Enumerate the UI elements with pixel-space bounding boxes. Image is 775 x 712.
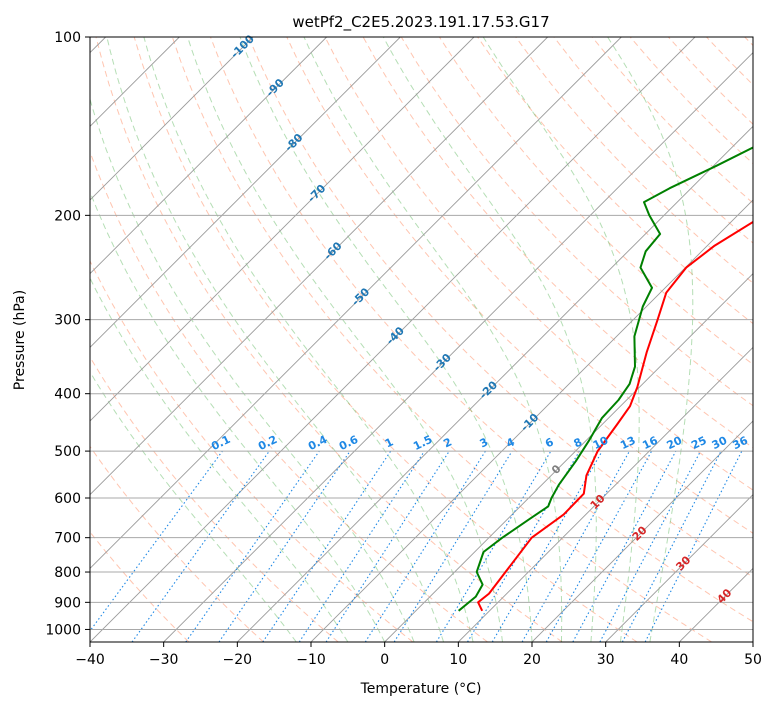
mixing-ratio-label: 30 (710, 434, 730, 453)
plot-frame (90, 37, 753, 642)
y-tick-label: 200 (54, 208, 81, 224)
dry-adiabat-line (20, 37, 413, 642)
dry-adiabat-line (0, 37, 189, 642)
isotherm-label: 0 (549, 462, 564, 477)
x-tick-label: −40 (75, 652, 105, 668)
isotherm-line (753, 37, 775, 642)
mixing-ratio-label: 25 (689, 434, 708, 452)
mixing-ratio-line (299, 451, 424, 642)
mixing-ratio-label: 0.1 (209, 433, 232, 453)
isotherm-line (458, 37, 775, 642)
mixing-ratio-label: 0.6 (337, 433, 361, 453)
isotherm-label: -20 (477, 378, 500, 401)
moist-adiabat-line (144, 37, 473, 642)
y-tick-label: 400 (54, 387, 81, 403)
profile-lines (459, 37, 775, 611)
dry-adiabat-line (668, 37, 775, 642)
dry-adiabat-line (745, 37, 775, 642)
x-axis-label: Temperature (°C) (360, 681, 482, 697)
isotherm-label: -80 (282, 131, 305, 154)
y-tick-label: 600 (54, 491, 81, 507)
moist-adiabat-line (17, 37, 348, 642)
x-tick-label: −30 (149, 652, 179, 668)
mixing-ratio-label: 1.5 (411, 433, 434, 453)
moist-adiabat-line (304, 37, 562, 642)
x-tick-label: 30 (597, 652, 615, 668)
mixing-ratio-line (365, 451, 485, 642)
mixing-ratio-label: 6 (543, 435, 556, 450)
y-axis-label: Pressure (hPa) (12, 290, 28, 390)
dry-adiabat-line (0, 37, 338, 642)
mixing-ratio-label: 16 (640, 434, 660, 453)
isotherm-line (0, 37, 327, 642)
mixing-ratio-label: 36 (731, 434, 751, 453)
mixing-ratio-line (573, 451, 676, 642)
y-tick-label: 1000 (45, 622, 81, 638)
isotherm-label: -70 (305, 182, 328, 205)
x-tick-label: 10 (449, 652, 467, 668)
mixing-ratio-label: 0.2 (256, 433, 279, 453)
isotherm-line (164, 37, 769, 642)
isotherm-line (0, 37, 548, 642)
y-tick-label: 100 (54, 30, 81, 46)
dry-adiabat-line (211, 37, 775, 642)
isotherm-label: 30 (673, 553, 693, 573)
y-tick-label: 500 (54, 444, 81, 460)
isotherm-line (0, 37, 400, 642)
x-tick-label: −10 (296, 652, 326, 668)
mixing-ratio-line (219, 451, 350, 642)
isotherm-line (385, 37, 775, 642)
x-tick-label: 0 (380, 652, 389, 668)
profile-line (459, 37, 775, 611)
mixing-ratio-line (82, 451, 223, 642)
y-tick-label: 900 (54, 595, 81, 611)
dry-adiabat-line (554, 37, 775, 642)
isotherm-line (237, 37, 775, 642)
isotherm-line (0, 37, 253, 642)
chart-title: wetPf2_C2E5.2023.191.17.53.G17 (292, 13, 549, 32)
mixing-ratio-label: 13 (618, 434, 637, 452)
isotherm-label: -90 (263, 76, 286, 99)
y-tick-label: 300 (54, 313, 81, 329)
mixing-ratio-label: 8 (572, 435, 585, 450)
isotherm-label: -50 (349, 285, 372, 308)
x-tick-label: 40 (670, 652, 688, 668)
mixing-ratio-line (600, 451, 701, 642)
x-tick-label: 20 (523, 652, 541, 668)
x-tick-label: 50 (744, 652, 762, 668)
moist-adiabat-line (383, 37, 596, 642)
moist-adiabat-line (188, 37, 503, 642)
mixing-ratio-label: 0.4 (306, 433, 330, 453)
isotherm-label: -60 (321, 239, 344, 262)
isotherm-line (311, 37, 775, 642)
isotherm-line (679, 37, 775, 642)
x-tick-label: −20 (223, 652, 253, 668)
mixing-ratio-line (263, 451, 391, 642)
isotherm-label: -100 (228, 32, 257, 61)
isotherm-label: -40 (384, 324, 407, 347)
mixing-ratio-line (522, 451, 629, 642)
isotherm-label: 40 (714, 586, 734, 606)
dry-adiabat-line (0, 37, 264, 642)
isotherm-label: -30 (431, 351, 454, 374)
dry-adiabat-line (707, 37, 775, 642)
dry-adiabat-line (516, 37, 775, 642)
mixing-ratio-label: 1 (383, 435, 396, 450)
dry-adiabat-line (439, 37, 775, 642)
y-tick-label: 800 (54, 565, 81, 581)
y-tick-label: 700 (54, 531, 81, 547)
isotherm-line (16, 37, 621, 642)
mixing-ratio-line (326, 451, 449, 642)
moist-adiabat-line (483, 37, 639, 642)
dry-adiabat-line (58, 37, 488, 642)
dry-adiabat-line (592, 37, 775, 642)
mixing-ratio-line (645, 451, 742, 642)
isotherm-line (0, 37, 474, 642)
